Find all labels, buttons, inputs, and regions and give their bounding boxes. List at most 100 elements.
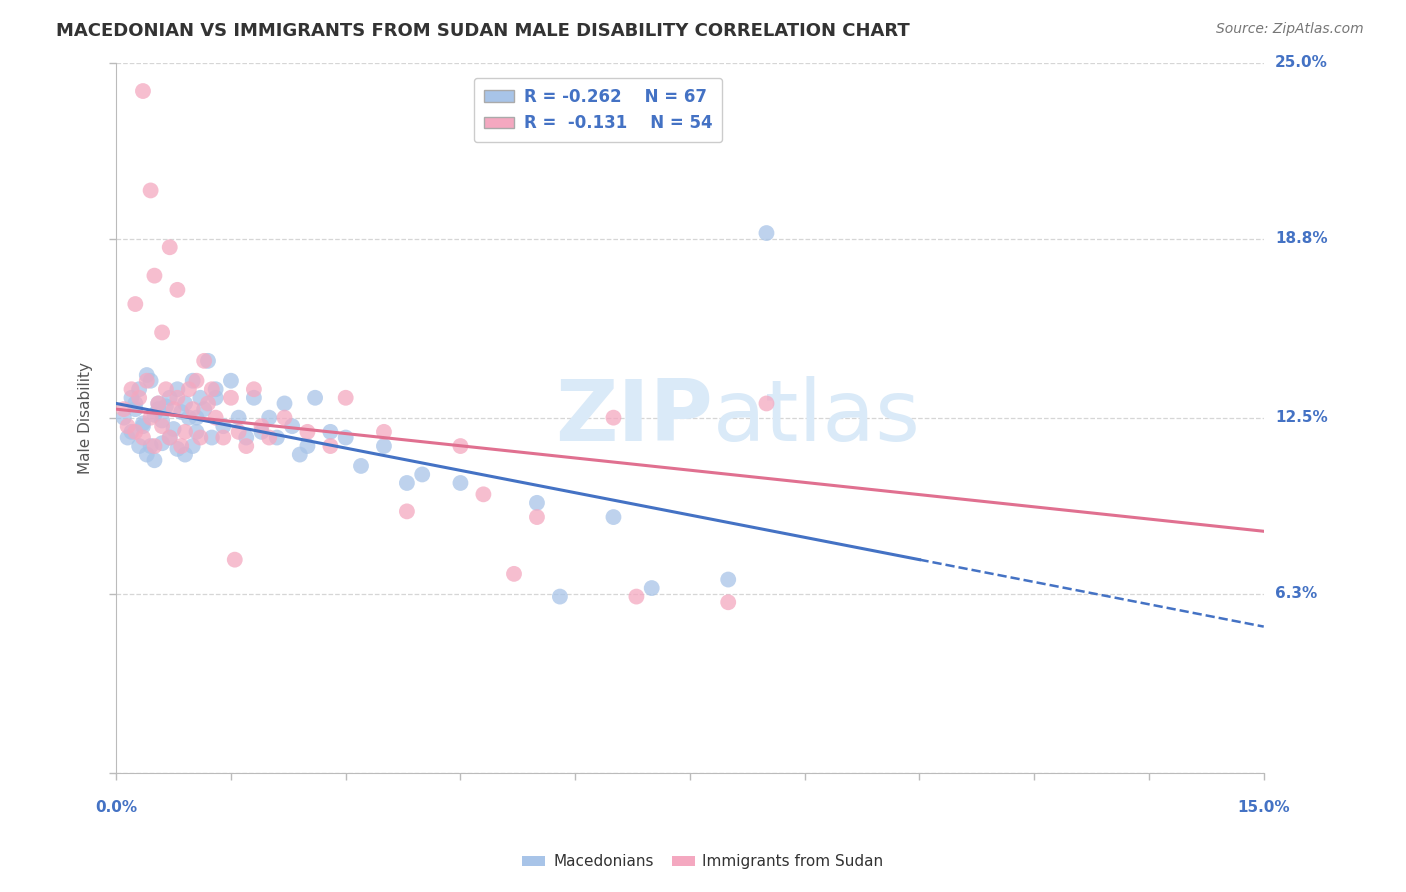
- Point: [181, 402, 204, 417]
- Point: [128, 391, 150, 405]
- Point: [148, 396, 170, 410]
- Point: [188, 431, 211, 445]
- Point: [117, 431, 139, 445]
- Point: [472, 487, 495, 501]
- Point: [186, 425, 208, 439]
- Point: [717, 573, 740, 587]
- Point: [219, 391, 242, 405]
- Point: [121, 425, 143, 439]
- Point: [319, 439, 342, 453]
- Point: [124, 297, 146, 311]
- Point: [257, 410, 280, 425]
- Point: [121, 391, 143, 405]
- Point: [273, 396, 295, 410]
- Point: [755, 396, 778, 410]
- Point: [132, 417, 155, 431]
- Point: [204, 382, 226, 396]
- Point: [526, 496, 548, 510]
- Point: [335, 431, 357, 445]
- Point: [166, 391, 188, 405]
- Text: 15.0%: 15.0%: [1237, 799, 1291, 814]
- Point: [159, 240, 181, 254]
- Point: [170, 439, 193, 453]
- Point: [350, 458, 373, 473]
- Point: [304, 391, 326, 405]
- Point: [150, 413, 173, 427]
- Point: [395, 504, 418, 518]
- Point: [288, 448, 311, 462]
- Point: [135, 374, 157, 388]
- Point: [150, 326, 173, 340]
- Point: [159, 431, 181, 445]
- Point: [193, 354, 215, 368]
- Point: [219, 374, 242, 388]
- Point: [135, 448, 157, 462]
- Point: [526, 510, 548, 524]
- Point: [281, 419, 304, 434]
- Point: [266, 431, 288, 445]
- Point: [201, 431, 224, 445]
- Point: [228, 425, 250, 439]
- Point: [257, 431, 280, 445]
- Point: [166, 442, 188, 456]
- Point: [174, 396, 197, 410]
- Point: [159, 431, 181, 445]
- Point: [166, 382, 188, 396]
- Point: [717, 595, 740, 609]
- Point: [170, 405, 193, 419]
- Point: [411, 467, 433, 482]
- Point: [373, 439, 395, 453]
- Point: [449, 439, 471, 453]
- Point: [174, 425, 197, 439]
- Text: MACEDONIAN VS IMMIGRANTS FROM SUDAN MALE DISABILITY CORRELATION CHART: MACEDONIAN VS IMMIGRANTS FROM SUDAN MALE…: [56, 22, 910, 40]
- Point: [112, 410, 135, 425]
- Point: [503, 566, 526, 581]
- Point: [139, 439, 162, 453]
- Point: [335, 391, 357, 405]
- Point: [124, 402, 146, 417]
- Point: [193, 402, 215, 417]
- Point: [177, 382, 200, 396]
- Text: 25.0%: 25.0%: [1275, 55, 1327, 70]
- Point: [150, 436, 173, 450]
- Point: [602, 510, 624, 524]
- Point: [117, 419, 139, 434]
- Point: [204, 391, 226, 405]
- Point: [273, 410, 295, 425]
- Legend: Macedonians, Immigrants from Sudan: Macedonians, Immigrants from Sudan: [516, 848, 890, 875]
- Point: [641, 581, 664, 595]
- Point: [224, 552, 246, 566]
- Point: [626, 127, 648, 141]
- Point: [166, 283, 188, 297]
- Point: [181, 374, 204, 388]
- Point: [174, 448, 197, 462]
- Point: [143, 268, 166, 283]
- Y-axis label: Male Disability: Male Disability: [79, 361, 93, 474]
- Point: [162, 422, 184, 436]
- Point: [197, 354, 219, 368]
- Point: [201, 382, 224, 396]
- Point: [155, 382, 177, 396]
- Point: [228, 410, 250, 425]
- Point: [148, 396, 170, 410]
- Point: [755, 226, 778, 240]
- Point: [132, 419, 155, 434]
- Point: [124, 425, 146, 439]
- Point: [319, 425, 342, 439]
- Point: [143, 408, 166, 422]
- Point: [135, 368, 157, 382]
- Point: [373, 425, 395, 439]
- Text: ZIP: ZIP: [555, 376, 713, 459]
- Point: [297, 425, 319, 439]
- Point: [548, 590, 571, 604]
- Point: [132, 431, 155, 445]
- Legend: R = -0.262    N = 67, R =  -0.131    N = 54: R = -0.262 N = 67, R = -0.131 N = 54: [474, 78, 723, 143]
- Point: [128, 439, 150, 453]
- Point: [235, 431, 257, 445]
- Point: [128, 382, 150, 396]
- Text: 18.8%: 18.8%: [1275, 231, 1327, 246]
- Point: [235, 439, 257, 453]
- Point: [188, 391, 211, 405]
- Point: [162, 402, 184, 417]
- Point: [159, 391, 181, 405]
